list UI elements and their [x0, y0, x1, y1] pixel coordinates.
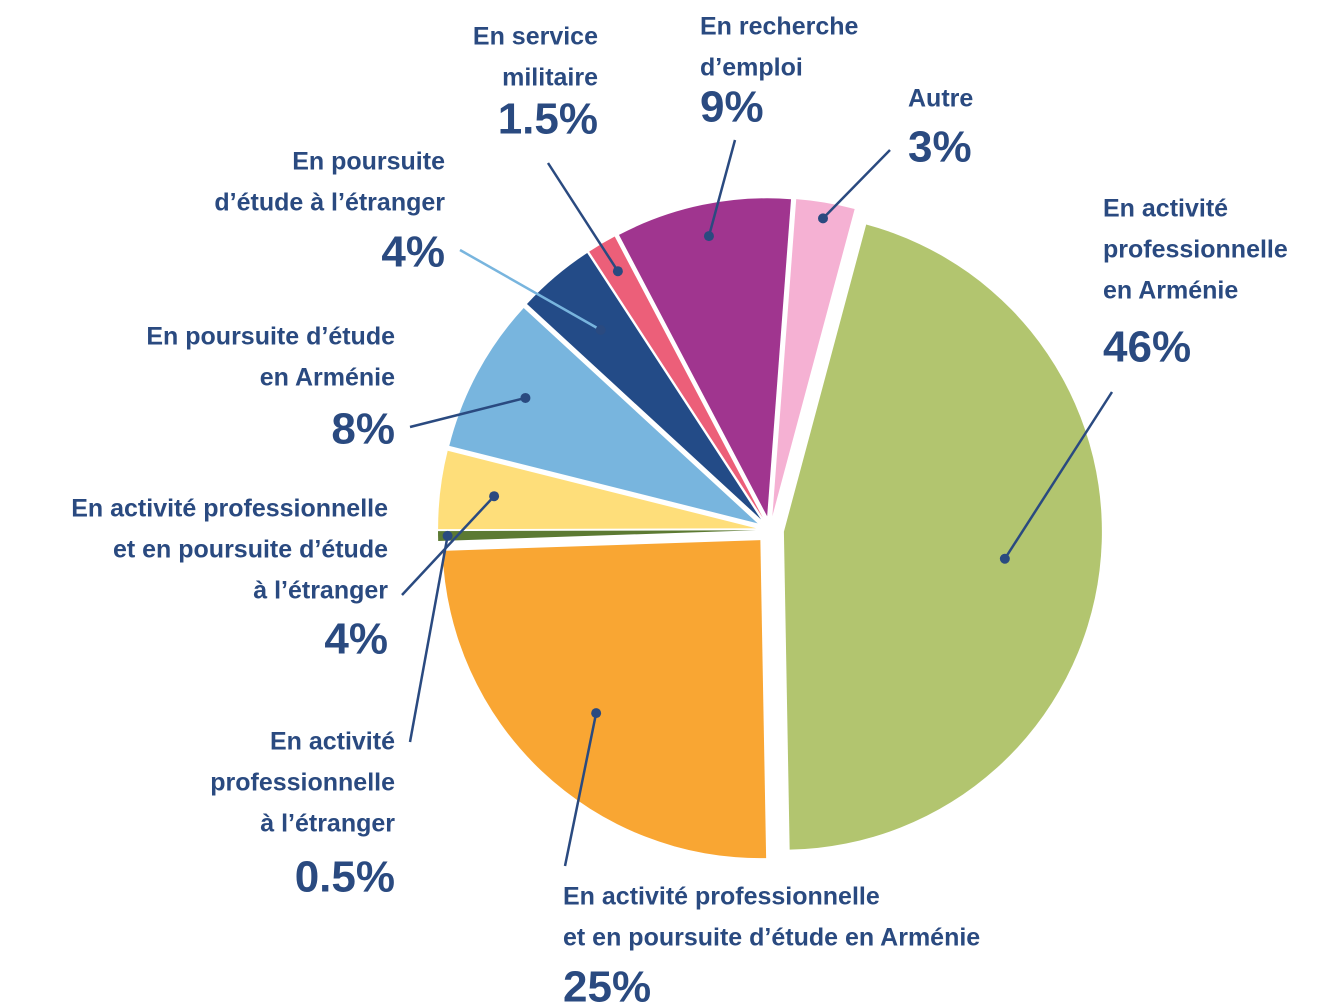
slice-value-label: 4%	[381, 228, 445, 277]
slice-label: En recherche	[700, 13, 859, 41]
leader-dot	[489, 491, 500, 502]
leader-dot	[703, 231, 714, 242]
pie-slice	[589, 236, 763, 518]
slice-value-label: 9%	[700, 83, 764, 132]
leader-dot	[520, 392, 531, 403]
pie-slice	[438, 450, 757, 530]
slice-label: En poursuite d’étude	[146, 323, 395, 351]
pie-slice	[783, 224, 1102, 850]
leader-line	[822, 149, 891, 220]
leader-line	[408, 535, 449, 743]
leader-dot	[818, 213, 829, 224]
slice-value-label: 8%	[331, 405, 395, 454]
leader-line	[459, 248, 602, 332]
slice-label: en Arménie	[1103, 277, 1238, 305]
pie-slice	[442, 540, 767, 859]
leader-dot	[595, 324, 606, 335]
slice-value-label: 46%	[1103, 323, 1191, 372]
pie-slice	[449, 308, 758, 524]
slice-label: En poursuite	[292, 148, 445, 176]
leader-dot	[442, 530, 453, 541]
slice-label: Autre	[908, 85, 973, 113]
slice-label: En activité professionnelle	[563, 883, 880, 911]
slice-value-label: 1.5%	[498, 95, 598, 144]
slice-label: En activité	[270, 728, 395, 756]
slice-label: à l’étranger	[260, 810, 395, 838]
slice-label: et en poursuite d’étude	[113, 536, 388, 564]
leader-line	[563, 712, 598, 867]
leader-dot	[591, 708, 602, 719]
slice-value-label: 25%	[563, 963, 651, 1005]
slice-label: professionnelle	[210, 769, 395, 797]
slice-label: professionnelle	[1103, 236, 1288, 264]
slice-label: militaire	[502, 64, 598, 92]
slice-label: à l’étranger	[253, 577, 388, 605]
pie-slice	[618, 198, 792, 517]
leader-line	[1003, 391, 1114, 560]
pie-slice	[772, 199, 855, 517]
slice-label: En activité	[1103, 195, 1228, 223]
leader-line	[707, 139, 737, 237]
pie-slice	[438, 530, 757, 541]
slice-label: En service	[473, 23, 598, 51]
slice-value-label: 3%	[908, 123, 972, 172]
slice-value-label: 0.5%	[295, 853, 395, 902]
leader-dot	[999, 553, 1010, 564]
slice-label: d’emploi	[700, 54, 803, 82]
leader-line	[409, 396, 526, 429]
pie-slice	[526, 252, 761, 520]
slice-label: d’étude à l’étranger	[214, 189, 445, 217]
slice-label: En activité professionnelle	[71, 495, 388, 523]
slice-value-label: 4%	[324, 615, 388, 664]
slice-label: en Arménie	[260, 364, 395, 392]
leader-dot	[612, 266, 623, 277]
slice-label: et en poursuite d’étude en Arménie	[563, 924, 980, 952]
leader-line	[401, 495, 496, 596]
leader-line	[546, 162, 619, 272]
